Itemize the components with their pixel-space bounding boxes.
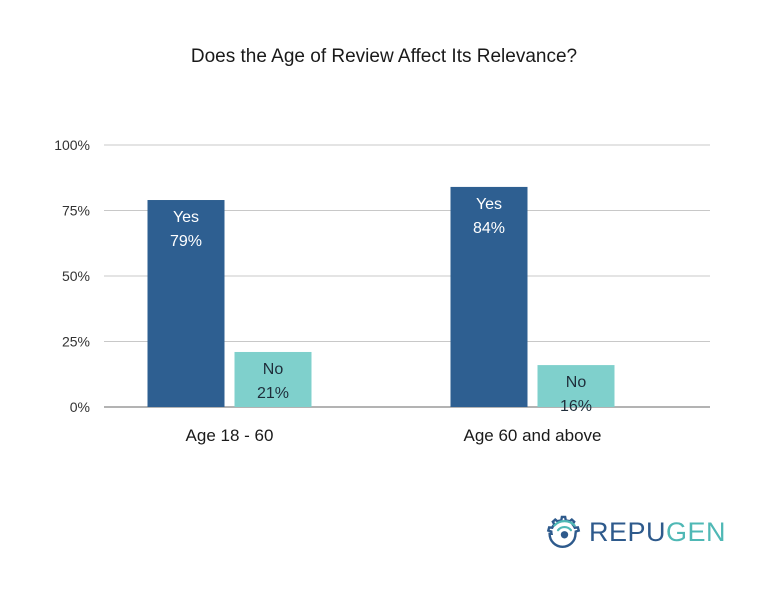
x-category-label: Age 18 - 60: [186, 426, 274, 445]
bar-no: [537, 365, 615, 407]
logo-wordmark: REPUGEN: [589, 517, 726, 548]
bar-no: [234, 351, 312, 407]
bar-series-label: Yes: [173, 209, 199, 226]
x-axis-categories: Age 18 - 60 Age 60 and above: [186, 426, 602, 445]
bar-chart: 0% 25% 50% 75% 100% Yes 79% No 21% Yes 84% No 16% A…: [54, 137, 710, 445]
repugen-logo: REPUGEN: [546, 510, 726, 554]
bar-series-label: No: [263, 361, 284, 378]
y-tick-label: 75%: [62, 203, 90, 219]
logo-text-gen: GEN: [665, 516, 726, 547]
y-tick-label: 50%: [62, 268, 90, 284]
bar-value-label: 79%: [170, 233, 202, 250]
bar-yes: [147, 200, 225, 407]
bar-value-label: 84%: [473, 220, 505, 237]
bars: Yes 79% No 21% Yes 84% No 16%: [147, 186, 615, 415]
bar-value-label: 16%: [560, 398, 592, 415]
gear-wifi-icon: [546, 515, 581, 548]
chart-title: Does the Age of Review Affect Its Releva…: [190, 46, 578, 67]
y-tick-label: 100%: [54, 137, 90, 153]
x-category-label: Age 60 and above: [463, 426, 601, 445]
bar-series-label: No: [566, 374, 587, 391]
y-tick-label: 0%: [70, 399, 90, 415]
y-tick-label: 25%: [62, 334, 90, 350]
bar-yes: [450, 186, 528, 407]
bar-series-label: Yes: [476, 196, 502, 213]
bar-value-label: 21%: [257, 385, 289, 402]
logo-text-repu: REPU: [588, 516, 666, 547]
y-axis-ticks: 0% 25% 50% 75% 100%: [54, 137, 90, 415]
